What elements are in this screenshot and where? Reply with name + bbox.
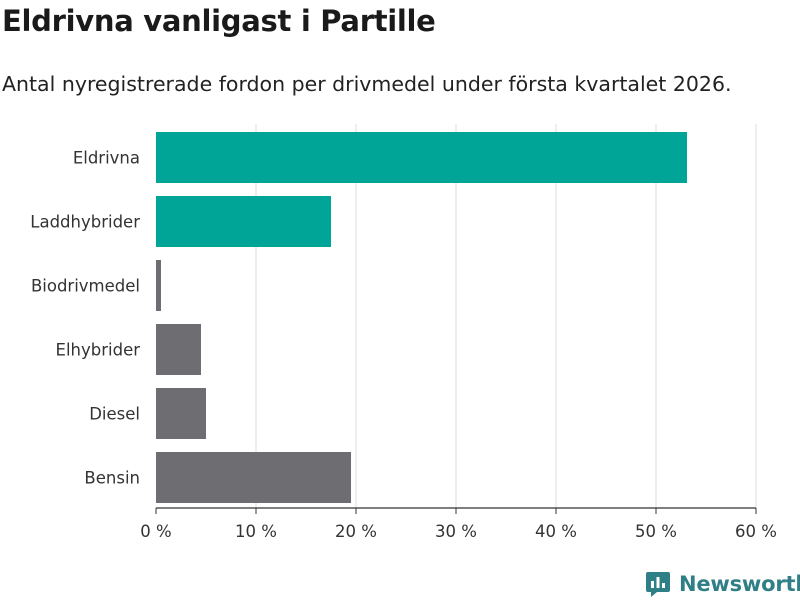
- chart-title: Eldrivna vanligast i Partille: [2, 4, 436, 38]
- x-tick-label: 40 %: [535, 522, 577, 541]
- category-label: Eldrivna: [73, 149, 140, 168]
- x-tick-label: 10 %: [235, 522, 277, 541]
- gridlines: [255, 124, 757, 508]
- x-tick-label: 20 %: [335, 522, 377, 541]
- x-axis: 0 % 10 % 20 % 30 % 40 % 50 % 60 %: [140, 507, 777, 541]
- x-tick-label: 0 %: [140, 522, 171, 541]
- category-labels: Eldrivna Laddhybrider Biodrivmedel Elhybrid…: [30, 149, 140, 488]
- x-tick-label: 30 %: [435, 522, 477, 541]
- category-label: Diesel: [89, 405, 140, 424]
- bar-bensin: [156, 452, 351, 503]
- brand-logo: Newsworthy: [645, 568, 800, 600]
- chart-subtitle: Antal nyregistrerade fordon per drivmede…: [2, 72, 732, 96]
- bar-biodrivmedel: [156, 260, 161, 311]
- category-label: Elhybrider: [56, 341, 141, 360]
- category-label: Laddhybrider: [30, 213, 140, 232]
- bar-diesel: [156, 388, 206, 439]
- bar-elhybrider: [156, 324, 201, 375]
- bars: [156, 132, 687, 503]
- bar-eldrivna: [156, 132, 687, 183]
- brand-name: Newsworthy: [679, 572, 800, 596]
- category-label: Biodrivmedel: [31, 277, 140, 296]
- x-tick-label: 60 %: [735, 522, 777, 541]
- category-label: Bensin: [84, 469, 140, 488]
- x-tick-label: 50 %: [635, 522, 677, 541]
- newsworthy-icon: [646, 572, 670, 597]
- bar-laddhybrider: [156, 196, 331, 247]
